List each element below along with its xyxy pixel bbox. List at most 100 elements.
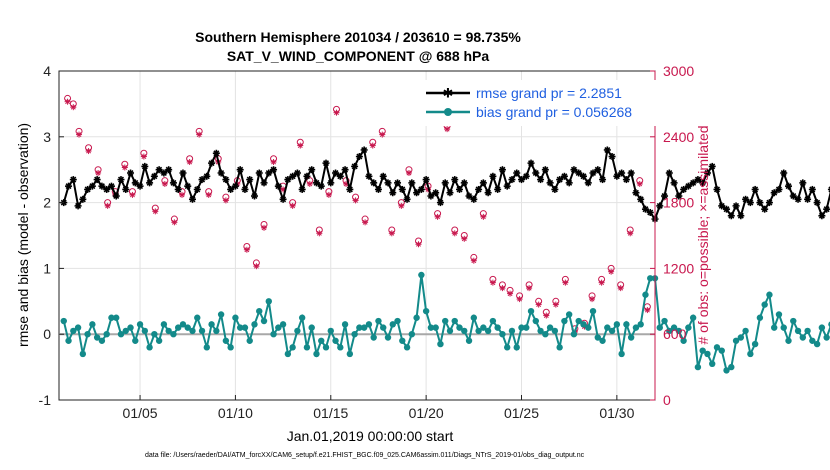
series-point bbox=[170, 331, 177, 338]
series-point bbox=[542, 331, 549, 338]
series-point bbox=[742, 327, 749, 335]
series-point bbox=[317, 182, 325, 190]
y-right-tick-label: 2400 bbox=[663, 129, 694, 145]
obs-assimilated-point bbox=[480, 213, 487, 220]
y-left-tick-label: 1 bbox=[43, 260, 51, 276]
series-point bbox=[494, 324, 501, 331]
series-point bbox=[370, 334, 377, 341]
series-point bbox=[680, 185, 688, 193]
series-point bbox=[365, 321, 373, 328]
series-point bbox=[222, 176, 230, 184]
series-point bbox=[599, 337, 606, 344]
obs-assimilated-point bbox=[405, 169, 412, 176]
obs-assimilated-point bbox=[76, 131, 83, 138]
series-point bbox=[627, 334, 635, 341]
obs-assimilated-point bbox=[253, 263, 260, 270]
obs-assimilated-point bbox=[589, 296, 596, 303]
series-point bbox=[570, 331, 578, 338]
series-point bbox=[494, 185, 502, 193]
series-point bbox=[627, 169, 635, 177]
series-point bbox=[713, 344, 721, 351]
series-point bbox=[227, 185, 235, 193]
series-point bbox=[375, 317, 382, 325]
series-point bbox=[355, 153, 363, 161]
series-point bbox=[198, 327, 206, 335]
series-point bbox=[246, 337, 253, 344]
obs-assimilated-point bbox=[270, 159, 277, 166]
series-point bbox=[74, 202, 82, 210]
series-point bbox=[165, 166, 173, 174]
series-point bbox=[823, 205, 830, 213]
series-point bbox=[513, 169, 521, 177]
series-point bbox=[537, 176, 545, 184]
series-point bbox=[503, 344, 511, 351]
y-right-tick-label: 1800 bbox=[663, 195, 694, 211]
series-point bbox=[508, 327, 516, 335]
x-axis-label: Jan.01,2019 00:00:00 start bbox=[287, 428, 454, 444]
series-point bbox=[551, 327, 559, 335]
series-point bbox=[136, 182, 144, 190]
obs-assimilated-point bbox=[470, 257, 477, 264]
series-point bbox=[632, 324, 640, 331]
series-point bbox=[809, 337, 816, 344]
series-point bbox=[513, 344, 520, 351]
x-tick-label: 01/10 bbox=[218, 405, 253, 421]
series-point bbox=[465, 337, 473, 344]
series-point bbox=[570, 166, 578, 174]
series-point bbox=[289, 172, 297, 180]
series-point bbox=[141, 327, 149, 335]
series-point bbox=[456, 324, 463, 331]
series-point bbox=[265, 169, 273, 177]
series-point bbox=[661, 317, 668, 325]
obs-assimilated-point bbox=[121, 164, 128, 171]
obs-assimilated-point bbox=[85, 148, 92, 155]
series-point bbox=[728, 363, 735, 371]
obs-assimilated-point bbox=[325, 191, 332, 198]
legend-rmse-marker: ✱ bbox=[443, 87, 454, 102]
series-point bbox=[580, 321, 587, 328]
series-point bbox=[132, 337, 139, 344]
series-point bbox=[422, 307, 430, 315]
obs-assimilated-point bbox=[608, 268, 615, 275]
series-point bbox=[599, 176, 607, 184]
series-point bbox=[165, 327, 172, 335]
series-point bbox=[332, 337, 339, 344]
series-point bbox=[517, 176, 525, 184]
series-point bbox=[303, 344, 311, 351]
series-point bbox=[737, 212, 745, 220]
series-point bbox=[208, 159, 216, 167]
series-point bbox=[527, 307, 535, 315]
series-point bbox=[179, 169, 187, 177]
series-point bbox=[456, 185, 464, 193]
series-point bbox=[709, 360, 716, 368]
series-point bbox=[489, 317, 497, 325]
obs-assimilated-point bbox=[316, 230, 323, 237]
obs-assimilated-point bbox=[152, 208, 159, 215]
obs-assimilated-point bbox=[552, 301, 559, 308]
series-point bbox=[260, 179, 268, 187]
series-point bbox=[518, 324, 525, 331]
series-point bbox=[150, 172, 158, 180]
series-point bbox=[112, 192, 120, 200]
series-point bbox=[804, 327, 811, 335]
series-point bbox=[246, 176, 254, 184]
obs-assimilated-point bbox=[562, 279, 569, 286]
series-point bbox=[303, 172, 311, 180]
bias-series bbox=[60, 271, 830, 374]
series-point bbox=[131, 179, 139, 187]
series-point bbox=[98, 337, 106, 344]
series-point bbox=[732, 202, 740, 210]
series-point bbox=[747, 350, 754, 358]
series-point bbox=[785, 337, 792, 344]
series-point bbox=[451, 317, 458, 325]
series-point bbox=[670, 324, 678, 331]
series-point bbox=[322, 344, 330, 351]
y-right-tick-label: 1200 bbox=[663, 260, 694, 276]
y-left-tick-label: 3 bbox=[43, 129, 51, 145]
obs-assimilated-point bbox=[379, 131, 386, 138]
series-point bbox=[79, 350, 87, 358]
series-point bbox=[499, 331, 506, 338]
series-point bbox=[312, 179, 320, 187]
obs-assimilated-point bbox=[140, 153, 147, 160]
series-point bbox=[656, 202, 664, 210]
